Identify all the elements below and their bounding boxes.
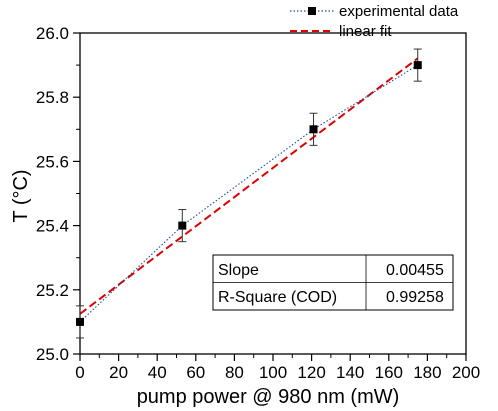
y-tick-label: 25.2 — [36, 281, 69, 300]
x-tick-label: 160 — [375, 363, 403, 382]
experimental-data-line — [79, 64, 419, 323]
legend-label-experimental: experimental data — [339, 3, 459, 20]
legend-label-fit: linear fit — [339, 23, 392, 40]
data-point — [413, 61, 422, 70]
y-axis-title: T (°C) — [10, 169, 32, 222]
fit-stats-table: Slope 0.00455 R-Square (COD) 0.99258 — [212, 254, 454, 311]
fit-stats-value-rsquare: 0.99258 — [386, 289, 444, 306]
x-tick-label: 120 — [297, 363, 325, 382]
x-tick-label: 0 — [75, 363, 84, 382]
legend: experimental data linear fit — [290, 3, 459, 40]
y-tick-label: 25.4 — [36, 217, 69, 236]
x-tick-label: 60 — [186, 363, 205, 382]
y-tick-label: 26.0 — [36, 24, 69, 43]
x-tick-label: 180 — [413, 363, 441, 382]
data-point — [178, 221, 187, 230]
x-tick-label: 20 — [109, 363, 128, 382]
series-layer — [76, 48, 422, 339]
legend-marker-experimental — [308, 7, 316, 15]
x-axis-ticks: 0 20 40 60 80 100 120 140 160 180 200 — [75, 354, 480, 382]
data-point — [76, 317, 84, 326]
data-point — [309, 125, 318, 134]
x-tick-label: 200 — [452, 363, 480, 382]
x-tick-label: 140 — [336, 363, 364, 382]
y-tick-label: 25.6 — [36, 152, 69, 171]
fit-stats-value-slope: 0.00455 — [386, 262, 444, 279]
fit-stats-label-rsquare: R-Square (COD) — [218, 289, 337, 306]
y-tick-label: 25.8 — [36, 88, 69, 107]
linear-fit-line — [79, 57, 419, 315]
fit-stats-label-slope: Slope — [218, 262, 259, 279]
x-tick-label: 100 — [259, 363, 287, 382]
x-tick-label: 40 — [148, 363, 167, 382]
y-axis-ticks: 25.0 25.2 25.4 25.6 25.8 26.0 — [36, 24, 80, 364]
x-tick-label: 80 — [225, 363, 244, 382]
y-tick-label: 25.0 — [36, 345, 69, 364]
x-axis-title: pump power @ 980 nm (mW) — [137, 386, 400, 408]
